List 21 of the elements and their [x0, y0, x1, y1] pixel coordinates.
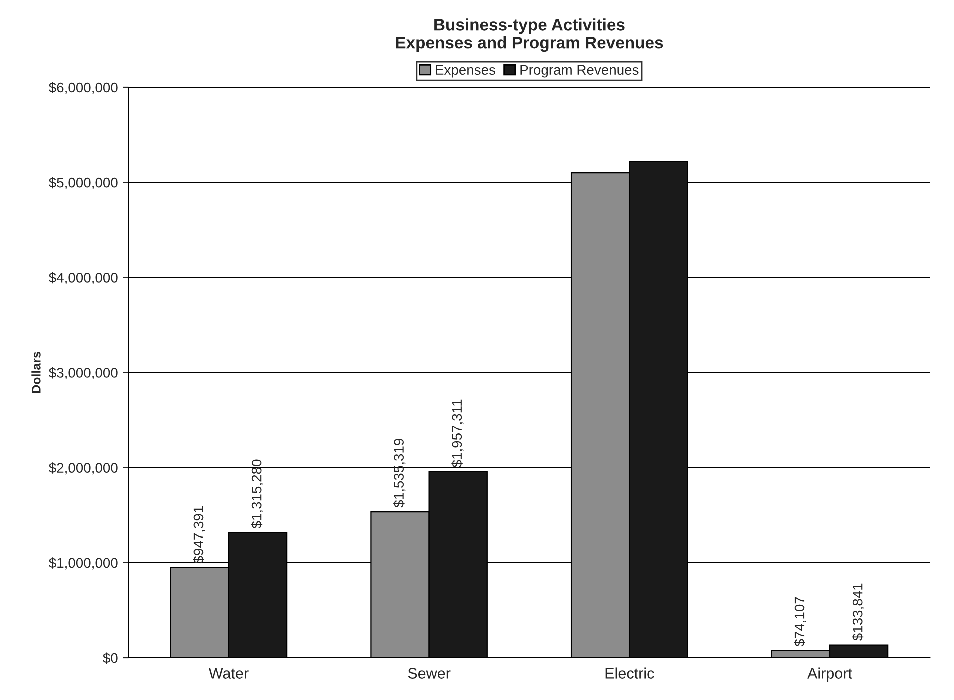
data-label: $1,535,319 [394, 438, 406, 508]
x-tick-label: Sewer [408, 668, 451, 679]
x-tick-label: Electric [606, 668, 654, 679]
legend-label: Program Revenues [520, 65, 639, 78]
y-tick-label: $1,000,000 [49, 558, 118, 570]
y-tick-label: $5,000,000 [49, 177, 118, 190]
y-axis-title: Dollars [32, 352, 41, 394]
y-tick-label: $6,000,000 [49, 82, 118, 94]
data-label: $133,841 [852, 584, 864, 641]
x-tick-label: Water [208, 668, 249, 679]
y-tick-label: $3,000,000 [49, 368, 118, 380]
y-tick-label: $2,000,000 [49, 462, 118, 475]
chart-title: Business-type Activities Expenses and Program Revenues [396, 18, 664, 52]
data-label: $74,107 [794, 597, 806, 647]
data-label: $1,957,311 [452, 400, 464, 468]
legend-label: Expenses [436, 65, 496, 78]
y-tick-label: $0 [103, 652, 118, 664]
data-label: $1,315,280 [251, 460, 264, 529]
data-label: $947,391 [193, 506, 206, 564]
y-tick-label: $4,000,000 [49, 272, 118, 284]
x-tick-label: Airport [808, 668, 852, 682]
